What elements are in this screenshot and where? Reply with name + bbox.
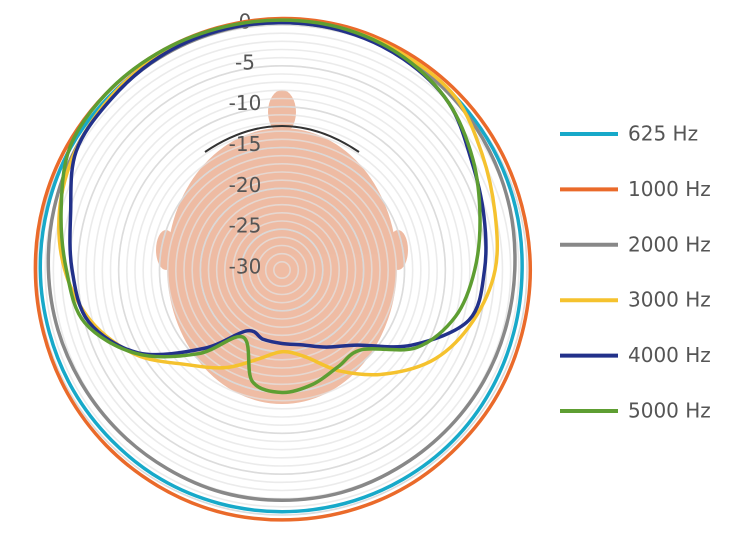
r-tick-label: -5 [235, 50, 255, 74]
minor-grid-ring [215, 203, 349, 337]
r-tick-label: -20 [229, 173, 262, 197]
minor-grid-ring [109, 97, 455, 443]
grid-ring [240, 228, 324, 312]
minor-grid-ring [142, 130, 422, 410]
minor-grid-ring [93, 81, 471, 459]
series-curve [38, 20, 524, 514]
minor-grid-ring [101, 89, 463, 451]
minor-grid-ring [256, 244, 308, 296]
minor-grid-ring [232, 220, 332, 320]
minor-grid-ring [183, 171, 381, 369]
minor-grid-ring [248, 236, 316, 304]
series-curve [33, 16, 533, 522]
minor-grid-ring [224, 212, 340, 328]
curves [33, 16, 533, 522]
head-outline [204, 125, 360, 153]
legend-label: 2000 Hz [628, 232, 711, 256]
minor-grid-ring [264, 252, 300, 288]
minor-grid-ring [273, 261, 291, 279]
minor-grid-ring [85, 73, 479, 467]
legend-label: 5000 Hz [628, 399, 711, 423]
r-tick-label: -10 [229, 91, 262, 115]
legend-label: 3000 Hz [628, 288, 711, 312]
legend-label: 625 Hz [628, 122, 698, 146]
minor-grid-ring [150, 138, 414, 402]
grid-ring [117, 105, 447, 435]
legend-label: 4000 Hz [628, 343, 711, 367]
head-illustration [156, 90, 408, 404]
minor-grid-ring [191, 179, 373, 361]
minor-grid-ring [166, 154, 398, 386]
r-tick-labels: 0-5-10-15-20-25-30 [229, 10, 262, 279]
legend-label: 1000 Hz [628, 177, 711, 201]
r-tick-label: -25 [229, 214, 262, 238]
minor-grid-ring [134, 122, 430, 418]
series-curve [59, 18, 482, 395]
minor-grid-ring [175, 163, 389, 377]
r-tick-label: -15 [229, 132, 262, 156]
legend: 625 Hz 1000 Hz 2000 Hz 3000 Hz 4000 Hz 5000 H… [560, 122, 711, 423]
minor-grid-ring [60, 48, 504, 492]
head [167, 128, 397, 404]
r-tick-label: -30 [229, 255, 262, 279]
minor-grid-ring [126, 114, 438, 426]
minor-grid-ring [44, 32, 520, 508]
